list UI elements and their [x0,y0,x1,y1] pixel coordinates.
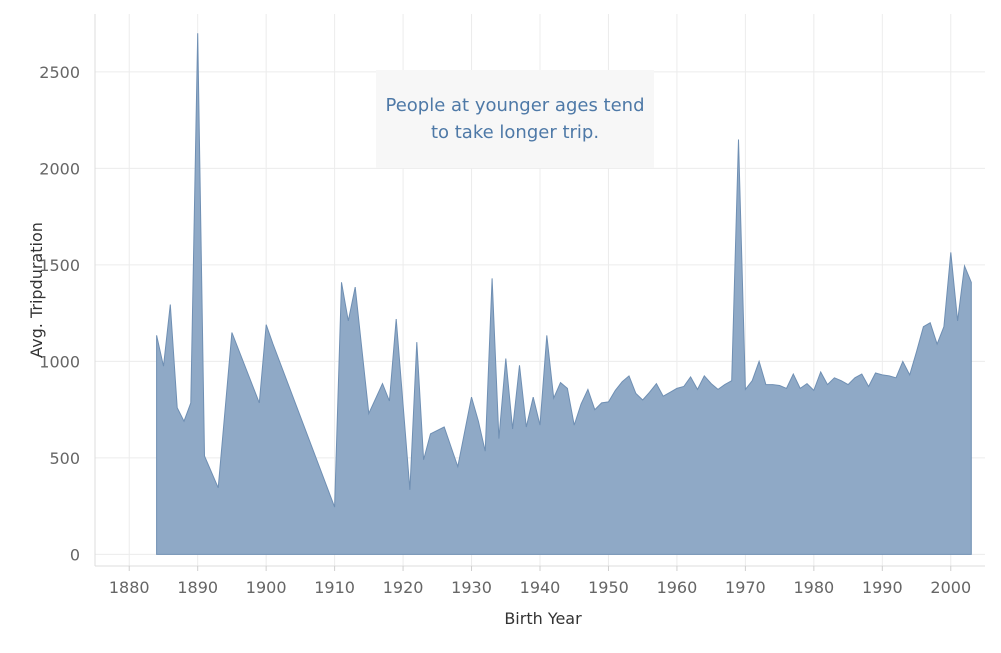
y-axis-title: Avg. Tripduration [27,222,46,358]
plot-area [156,33,972,555]
x-tick-label: 1910 [314,578,355,597]
y-tick-label: 1000 [39,352,80,371]
x-tick-label: 1950 [588,578,629,597]
y-tick-label: 2000 [39,159,80,178]
x-tick-label: 2000 [930,578,971,597]
x-tick-label: 1920 [383,578,424,597]
area-series [156,33,972,555]
x-tick-label: 1900 [246,578,287,597]
y-tick-label: 2500 [39,63,80,82]
y-tick-label: 1500 [39,256,80,275]
y-tick-label: 0 [70,545,80,564]
x-tick-label: 1960 [657,578,698,597]
x-tick-label: 1940 [520,578,561,597]
x-tick-label: 1980 [793,578,834,597]
x-tick-label: 1970 [725,578,766,597]
x-tick-label: 1930 [451,578,492,597]
x-tick-label: 1890 [177,578,218,597]
axes: 0 500 1000 1500 2000 2500 1880 1890 1900 1910 1920… [39,14,985,597]
y-tick-label: 500 [49,449,80,468]
x-tick-label: 1990 [862,578,903,597]
x-tick-label: 1880 [109,578,150,597]
annotation-box: People at younger ages tend to take long… [376,70,654,168]
x-axis-title: Birth Year [504,609,582,628]
annotation-text: People at younger ages tend to take long… [385,95,645,143]
